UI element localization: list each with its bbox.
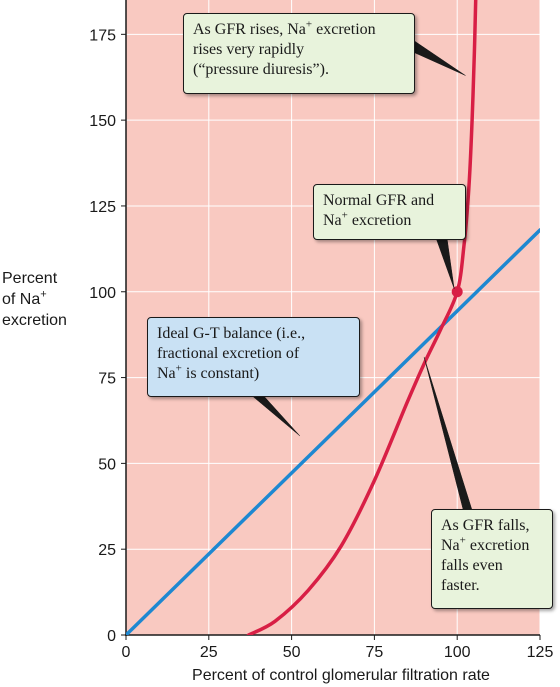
series-group <box>126 0 540 635</box>
y-tick-label: 25 <box>98 542 116 559</box>
normal-gfr-point <box>451 286 463 298</box>
axes <box>125 0 540 636</box>
y-tick-label: 125 <box>89 199 116 216</box>
callout-ideal-balance: Ideal G-T balance (i.e., fractional excr… <box>147 317 360 397</box>
y-axis-title-line3: excretion <box>2 312 67 329</box>
x-tick-label: 50 <box>283 644 301 661</box>
x-tick-label: 25 <box>200 644 218 661</box>
x-tick-label: 125 <box>527 644 554 661</box>
callout-falls-line4: faster. <box>441 577 480 594</box>
actual-excretion-curve <box>246 0 478 635</box>
callout-normal-line1: Normal GFR and <box>323 192 435 209</box>
tick-labels: 0 25 50 75 100 125 0 25 50 75 100 125 150 175 <box>89 27 553 661</box>
callout-normal-gfr: Normal GFR and Na+ excretion <box>313 184 466 240</box>
callout-pressure-line3: (“pressure diuresis”). <box>193 61 329 78</box>
ideal-balance-line <box>126 228 540 635</box>
callout-falls-line1: As GFR falls, <box>441 517 530 534</box>
callout-pressure-line2: rises very rapidly <box>193 41 305 58</box>
y-axis-title-line2: of Na+ <box>2 288 47 308</box>
y-axis-title-line1: Percent <box>2 270 58 287</box>
callout-falls-line3: falls even <box>441 557 503 574</box>
callout-ideal-line3: Na+ is constant) <box>157 362 260 382</box>
callout-ideal-line2: fractional excretion of <box>157 345 300 362</box>
x-tick-label: 75 <box>366 644 384 661</box>
callout-gfr-falls: As GFR falls, Na+ excretion falls even f… <box>431 509 553 609</box>
y-axis-title: Percent of Na+ excretion <box>2 268 67 331</box>
callout-pressure-diuresis: As GFR rises, Na+ excretion rises very r… <box>183 13 415 94</box>
y-tick-label: 75 <box>98 371 116 388</box>
y-tick-label: 50 <box>98 456 116 473</box>
x-tick-label: 0 <box>122 644 131 661</box>
y-tick-label: 150 <box>89 113 116 130</box>
callout-falls-line2: Na+ excretion <box>441 534 530 554</box>
y-tick-label: 0 <box>107 628 116 645</box>
x-tick-label: 100 <box>444 644 471 661</box>
y-tick-label: 100 <box>89 285 116 302</box>
callout-ideal-line1: Ideal G-T balance (i.e., <box>157 325 306 342</box>
callout-pressure-line1: As GFR rises, Na+ excretion <box>193 18 376 38</box>
callout-normal-line2: Na+ excretion <box>323 209 412 229</box>
y-tick-label: 175 <box>89 27 116 44</box>
x-axis-title: Percent of control glomerular filtration… <box>192 667 490 684</box>
